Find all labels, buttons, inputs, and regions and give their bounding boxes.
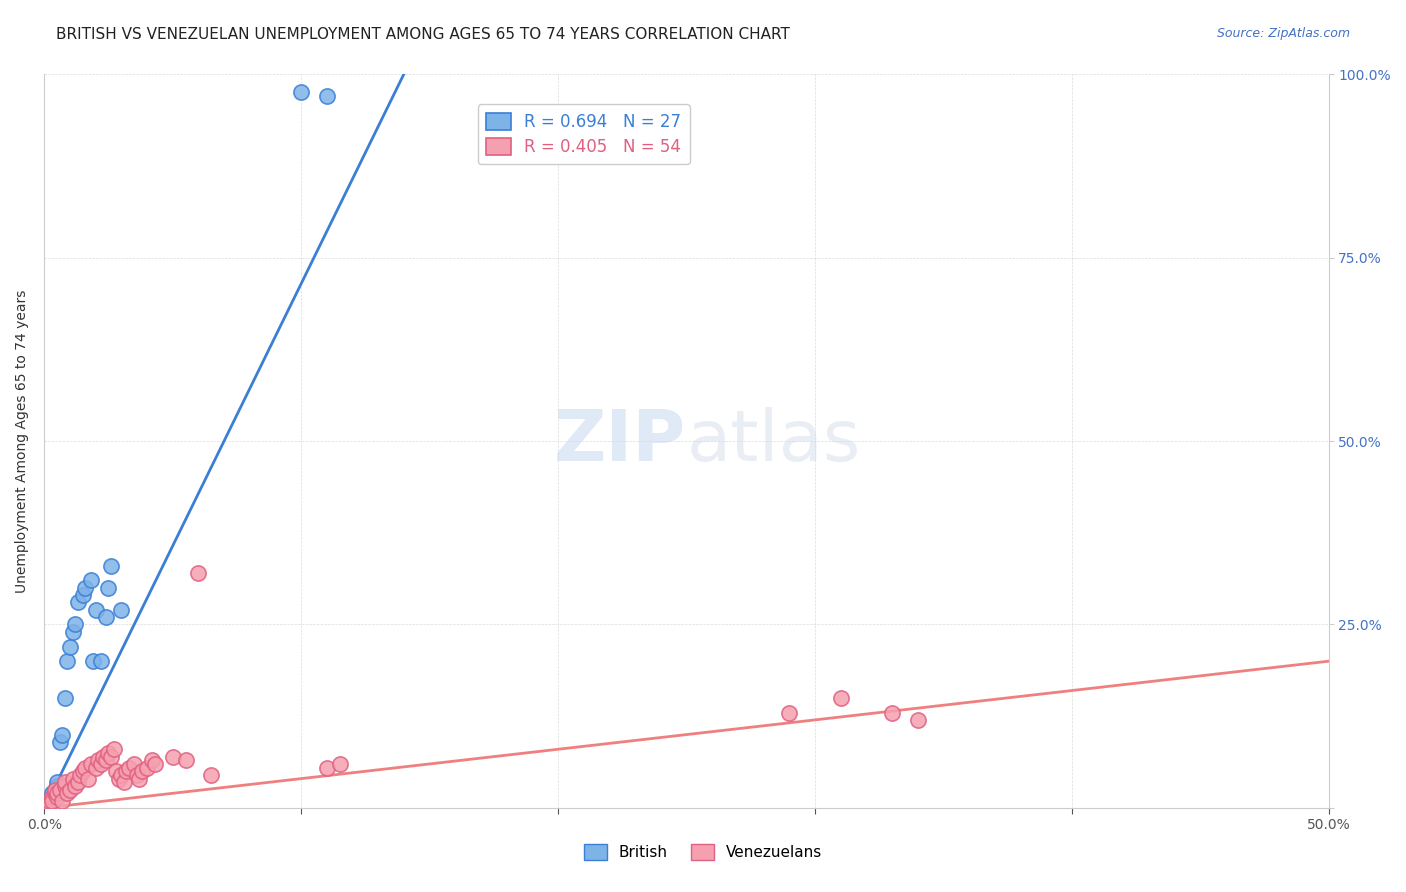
Point xyxy=(62,624,84,639)
Point xyxy=(94,753,117,767)
Point xyxy=(35,801,58,815)
Point xyxy=(59,640,82,654)
Point xyxy=(125,768,148,782)
Point xyxy=(41,786,63,800)
Point xyxy=(105,764,128,779)
Point xyxy=(38,794,60,808)
Point xyxy=(84,761,107,775)
Point xyxy=(62,772,84,786)
Point xyxy=(90,654,112,668)
Point xyxy=(63,779,86,793)
Point xyxy=(174,753,197,767)
Point xyxy=(63,617,86,632)
Point xyxy=(41,789,63,804)
Point xyxy=(830,690,852,705)
Point xyxy=(200,768,222,782)
Point xyxy=(48,782,70,797)
Point xyxy=(44,782,66,797)
Point xyxy=(66,775,89,789)
Point xyxy=(110,768,132,782)
Point xyxy=(131,764,153,779)
Point xyxy=(187,566,209,581)
Point xyxy=(75,761,97,775)
Point xyxy=(880,706,903,720)
Point xyxy=(79,574,101,588)
Point xyxy=(38,794,60,808)
Point xyxy=(56,654,79,668)
Point xyxy=(97,581,120,595)
Point xyxy=(143,756,166,771)
Point xyxy=(162,749,184,764)
Point xyxy=(44,786,66,800)
Point xyxy=(46,775,69,789)
Point xyxy=(41,789,63,804)
Point xyxy=(51,728,73,742)
Point xyxy=(97,746,120,760)
Text: ZIP: ZIP xyxy=(554,407,686,475)
Point xyxy=(72,764,94,779)
Point xyxy=(118,761,141,775)
Legend: R = 0.694   N = 27, R = 0.405   N = 54: R = 0.694 N = 27, R = 0.405 N = 54 xyxy=(478,104,690,164)
Point xyxy=(69,768,91,782)
Point xyxy=(141,753,163,767)
Point xyxy=(100,749,122,764)
Point xyxy=(46,786,69,800)
Point xyxy=(115,764,138,779)
Point xyxy=(66,595,89,609)
Point xyxy=(44,782,66,797)
Point xyxy=(94,610,117,624)
Point xyxy=(51,794,73,808)
Point xyxy=(90,756,112,771)
Point xyxy=(329,756,352,771)
Point xyxy=(59,782,82,797)
Point xyxy=(75,581,97,595)
Point xyxy=(122,756,145,771)
Point xyxy=(79,756,101,771)
Point xyxy=(72,588,94,602)
Point xyxy=(82,654,104,668)
Point xyxy=(46,779,69,793)
Point xyxy=(112,775,135,789)
Point xyxy=(87,753,110,767)
Point xyxy=(48,735,70,749)
Point xyxy=(38,797,60,812)
Point xyxy=(315,761,337,775)
Legend: British, Venezuelans: British, Venezuelans xyxy=(578,838,828,866)
Point xyxy=(84,603,107,617)
Point xyxy=(110,603,132,617)
Point xyxy=(35,797,58,812)
Point xyxy=(315,89,337,103)
Y-axis label: Unemployment Among Ages 65 to 74 years: Unemployment Among Ages 65 to 74 years xyxy=(15,289,30,592)
Point xyxy=(100,558,122,573)
Point xyxy=(77,772,100,786)
Point xyxy=(53,775,76,789)
Point xyxy=(41,794,63,808)
Point xyxy=(103,742,125,756)
Point xyxy=(107,772,129,786)
Point xyxy=(93,749,115,764)
Point xyxy=(53,690,76,705)
Text: BRITISH VS VENEZUELAN UNEMPLOYMENT AMONG AGES 65 TO 74 YEARS CORRELATION CHART: BRITISH VS VENEZUELAN UNEMPLOYMENT AMONG… xyxy=(56,27,790,42)
Point xyxy=(46,789,69,804)
Point xyxy=(56,786,79,800)
Point xyxy=(290,86,312,100)
Point xyxy=(778,706,800,720)
Point xyxy=(907,713,929,727)
Text: atlas: atlas xyxy=(686,407,860,475)
Text: Source: ZipAtlas.com: Source: ZipAtlas.com xyxy=(1216,27,1350,40)
Point xyxy=(136,761,159,775)
Point xyxy=(53,779,76,793)
Point xyxy=(128,772,150,786)
